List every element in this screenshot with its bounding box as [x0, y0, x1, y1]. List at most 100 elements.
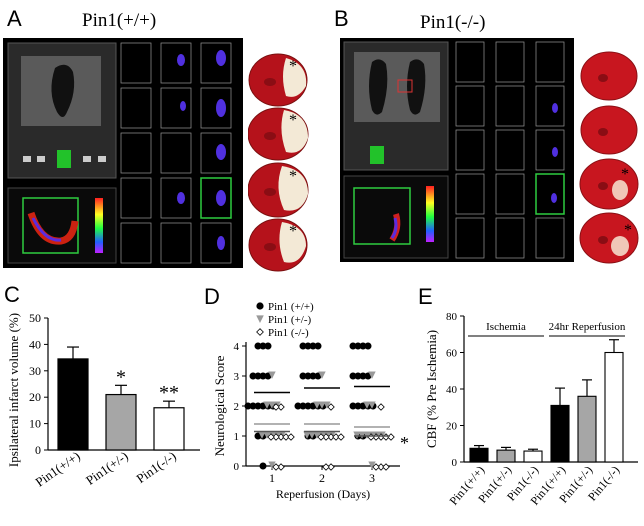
legend-marker-2	[256, 328, 264, 336]
point-s0-34	[364, 342, 372, 350]
point-s1-12	[313, 401, 321, 409]
y-tick-label-2: 2	[234, 401, 240, 413]
point-s0-2	[264, 342, 272, 350]
panel-b-title: Pin1(-/-)	[420, 12, 486, 33]
point-s2-11	[322, 433, 330, 441]
point-s0-6	[249, 372, 257, 380]
bar-1	[105, 393, 137, 451]
significance-1: *	[116, 366, 126, 388]
point-s2-2	[277, 433, 285, 441]
legend-label-1: Pin1 (+/-)	[268, 314, 312, 326]
point-s2-13	[317, 433, 325, 441]
panel-a-imaging-screenshot	[3, 38, 243, 268]
point-s2-14	[337, 433, 345, 441]
panel-b-label: B	[334, 6, 349, 31]
panel-a-imaging-graphic	[7, 42, 232, 264]
panel-b-imaging-graphic	[343, 41, 565, 259]
point-s0-35	[349, 342, 357, 350]
legend-marker-1	[256, 315, 264, 323]
point-s1-24	[363, 431, 371, 439]
panel-a-brain-slices-graphic	[247, 53, 309, 272]
panel-a-title: Pin1(+/+)	[82, 10, 157, 31]
y-tick-label-0: 0	[234, 461, 240, 473]
point-s2-8	[272, 463, 280, 471]
panel-b-star-2: *	[624, 222, 632, 239]
y-tick-label-4: 40	[29, 337, 41, 351]
point-s1-26	[358, 431, 366, 439]
point-s1-0	[268, 371, 276, 379]
point-s0-1	[254, 342, 262, 350]
panel-b-brain-slices-graphic	[579, 51, 639, 264]
point-s2-3	[272, 433, 280, 441]
point-s2-16	[322, 463, 330, 471]
bar-0	[57, 358, 89, 451]
y-tick-label-5: 50	[29, 311, 41, 325]
x-tick-label-0: 1	[269, 471, 275, 485]
point-s2-0	[277, 403, 285, 411]
panel-e-label: E	[418, 284, 433, 309]
bar-4	[577, 395, 597, 463]
point-s2-25	[382, 463, 390, 471]
bar-2	[153, 407, 185, 451]
point-s2-12	[332, 433, 340, 441]
y-tick-label-1: 10	[29, 417, 41, 431]
y-axis-label: Neurological Score	[212, 355, 227, 456]
y-tick-label-2: 20	[29, 390, 41, 404]
y-axis-label: Ipsilateral infarct volume (%)	[6, 313, 21, 467]
point-s0-12	[244, 402, 252, 410]
x-tick-label-2: Pin1(-/-)	[133, 448, 178, 486]
bar-3	[550, 404, 570, 463]
point-s0-39	[349, 372, 357, 380]
significance-2: **	[159, 382, 179, 404]
panel-a-star-2: *	[289, 112, 297, 129]
point-s2-1	[272, 403, 280, 411]
y-tick-label-2: 40	[446, 384, 458, 396]
point-s0-29	[294, 402, 302, 410]
point-s2-4	[282, 433, 290, 441]
panel-c-label: C	[4, 282, 20, 307]
point-s1-21	[368, 401, 376, 409]
point-s1-2	[263, 401, 271, 409]
significance-marker: *	[400, 433, 409, 453]
panel-a-star-3: *	[289, 168, 297, 185]
point-s1-20	[368, 371, 376, 379]
group-label-1: 24hr Reperfusion	[549, 321, 626, 333]
x-tick-label-2: 3	[369, 471, 375, 485]
x-tick-label-1: Pin1(+/-)	[83, 448, 131, 488]
group-label-0: Ischemia	[486, 321, 526, 333]
panel-b-brain-slices: * *	[578, 50, 640, 266]
point-s2-15	[327, 463, 335, 471]
legend-label-0: Pin1 (+/+)	[268, 301, 314, 313]
panel-a-star-1: *	[289, 58, 297, 75]
y-tick-label-0: 0	[452, 457, 458, 469]
legend-marker-0	[256, 302, 264, 310]
point-s2-24	[372, 463, 380, 471]
y-tick-label-3: 3	[234, 371, 240, 383]
y-tick-label-3: 60	[446, 348, 458, 360]
bar-2	[523, 450, 543, 463]
y-tick-label-1: 20	[446, 421, 458, 433]
point-s2-22	[387, 433, 395, 441]
panel-b-star-1: *	[621, 166, 629, 183]
bar-5	[604, 351, 624, 463]
panel-a-star-4: *	[289, 223, 297, 240]
y-tick-label-0: 0	[35, 443, 41, 457]
panel-a-label: A	[7, 6, 22, 31]
y-tick-label-3: 30	[29, 364, 41, 378]
point-s2-10	[327, 433, 335, 441]
panel-d-chart: 0 1 2 3 4 1 2 3 Reperfusion (Days) Neurological S…	[212, 301, 409, 501]
point-s2-5	[267, 433, 275, 441]
point-s1-1	[268, 401, 276, 409]
bar-0	[469, 447, 489, 463]
legend-label-2: Pin1 (-/-)	[268, 327, 309, 339]
point-s1-10	[318, 371, 326, 379]
point-s2-23	[377, 463, 385, 471]
y-axis-label: CBF (% Pre Ischemia)	[424, 330, 439, 448]
point-s1-11	[318, 401, 326, 409]
point-s1-28	[353, 431, 361, 439]
bar-1	[496, 449, 516, 463]
point-s0-23	[299, 372, 307, 380]
y-tick-label-4: 80	[446, 311, 458, 323]
panel-d-label: D	[204, 284, 220, 309]
point-s2-17	[377, 403, 385, 411]
